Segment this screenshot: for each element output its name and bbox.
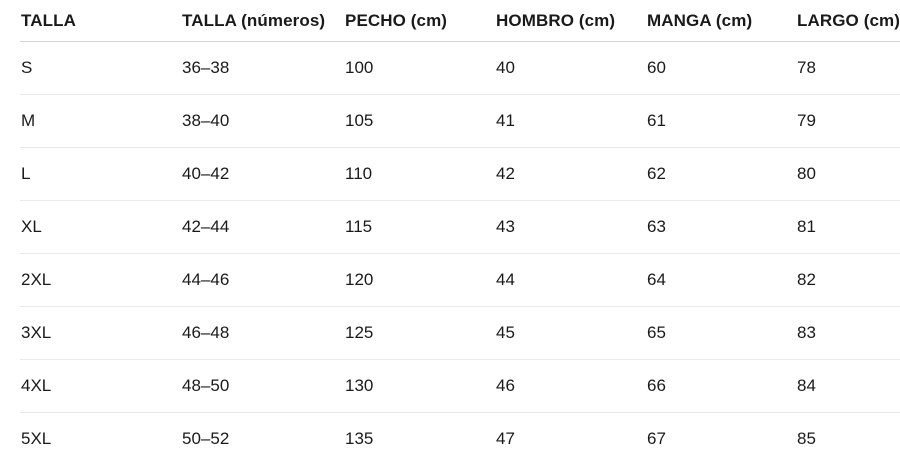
cell-pecho: 130: [345, 359, 496, 413]
column-header-largo: LARGO (cm): [797, 0, 900, 42]
column-header-manga: MANGA (cm): [647, 0, 797, 42]
cell-manga: 63: [647, 200, 797, 254]
table-row-m: M 38–40 105 41 61 79: [20, 94, 900, 148]
cell-hombro: 40: [496, 41, 647, 95]
cell-manga: 60: [647, 41, 797, 95]
cell-size-label: 4XL: [20, 359, 182, 413]
cell-hombro: 42: [496, 147, 647, 201]
cell-largo: 82: [797, 253, 900, 307]
size-chart-table: TALLA TALLA (números) PECHO (cm) HOMBRO …: [20, 0, 900, 465]
cell-largo: 81: [797, 200, 900, 254]
table-row-5xl: 5XL 50–52 135 47 67 85: [20, 413, 900, 466]
table-row-s: S 36–38 100 40 60 78: [20, 41, 900, 95]
cell-manga: 61: [647, 94, 797, 148]
cell-size-label: 3XL: [20, 306, 182, 360]
cell-size-label: M: [20, 94, 182, 148]
cell-pecho: 120: [345, 253, 496, 307]
column-header-talla-numeros: TALLA (números): [182, 0, 345, 42]
table-row-l: L 40–42 110 42 62 80: [20, 147, 900, 201]
cell-pecho: 105: [345, 94, 496, 148]
cell-pecho: 115: [345, 200, 496, 254]
cell-hombro: 43: [496, 200, 647, 254]
cell-size-numbers: 36–38: [182, 41, 345, 95]
cell-size-numbers: 42–44: [182, 200, 345, 254]
cell-manga: 62: [647, 147, 797, 201]
cell-manga: 65: [647, 306, 797, 360]
cell-size-label: 5XL: [21, 429, 52, 448]
cell-size-numbers: 48–50: [182, 359, 345, 413]
cell-hombro: 41: [496, 94, 647, 148]
cell-largo: 79: [797, 94, 900, 148]
cell-size-numbers: 50–52: [182, 429, 230, 448]
cell-size-label: S: [20, 41, 182, 95]
table-row-xl: XL 42–44 115 43 63 81: [20, 200, 900, 254]
column-header-pecho: PECHO (cm): [345, 0, 496, 42]
cell-size-label: XL: [20, 200, 182, 254]
table-row-2xl: 2XL 44–46 120 44 64 82: [20, 253, 900, 307]
cell-pecho: 100: [345, 41, 496, 95]
cell-largo: 85: [797, 429, 816, 448]
cell-hombro: 45: [496, 306, 647, 360]
cell-largo: 80: [797, 147, 900, 201]
cell-pecho: 135: [345, 429, 374, 448]
cell-hombro: 46: [496, 359, 647, 413]
cell-size-numbers: 46–48: [182, 306, 345, 360]
header-row: TALLA TALLA (números) PECHO (cm) HOMBRO …: [20, 0, 900, 42]
table-row-4xl: 4XL 48–50 130 46 66 84: [20, 359, 900, 413]
cell-manga: 66: [647, 359, 797, 413]
cell-size-numbers: 44–46: [182, 253, 345, 307]
cell-size-numbers: 38–40: [182, 94, 345, 148]
cell-pecho: 110: [345, 147, 496, 201]
cell-manga: 67: [647, 429, 666, 448]
cell-largo: 83: [797, 306, 900, 360]
column-header-talla: TALLA: [20, 0, 182, 42]
cell-manga: 64: [647, 253, 797, 307]
cell-largo: 78: [797, 41, 900, 95]
cell-size-label: L: [20, 147, 182, 201]
cell-pecho: 125: [345, 306, 496, 360]
cell-largo: 84: [797, 359, 900, 413]
cell-hombro: 47: [496, 429, 515, 448]
column-header-hombro: HOMBRO (cm): [496, 0, 647, 42]
table-row-3xl: 3XL 46–48 125 45 65 83: [20, 306, 900, 360]
cell-hombro: 44: [496, 253, 647, 307]
cell-size-numbers: 40–42: [182, 147, 345, 201]
cell-size-label: 2XL: [20, 253, 182, 307]
